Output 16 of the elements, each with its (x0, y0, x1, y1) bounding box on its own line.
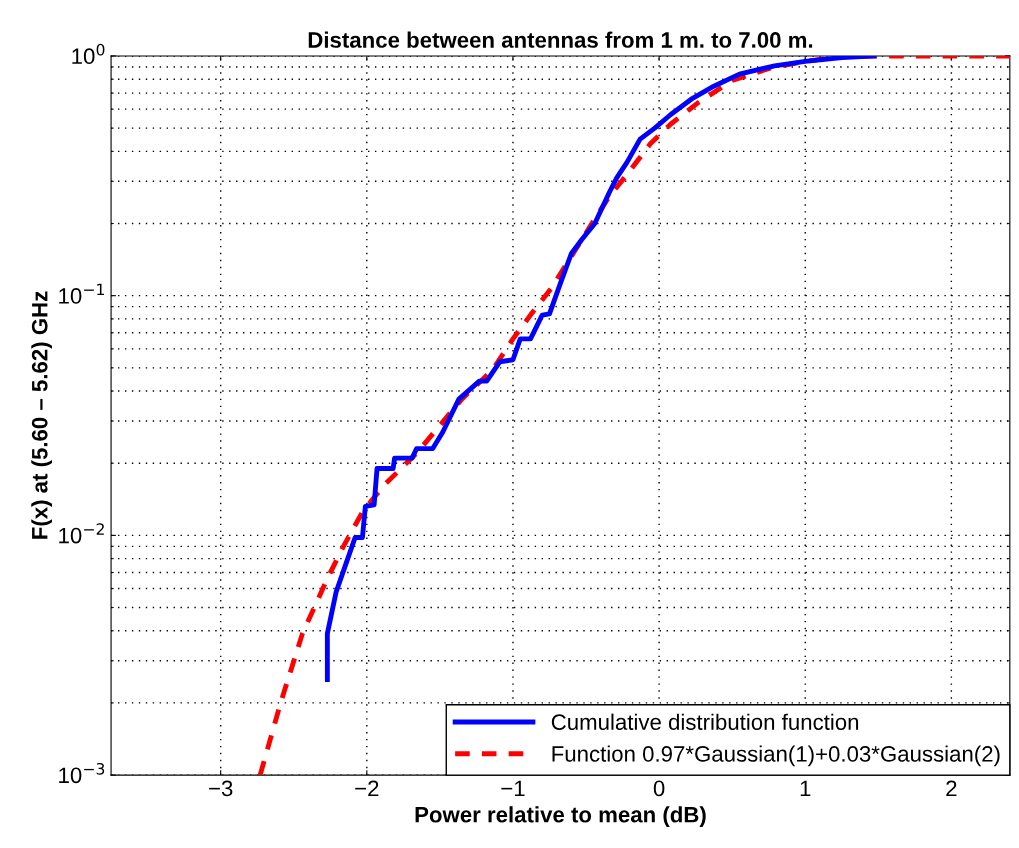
x-tick-label: 0 (653, 780, 665, 797)
x-tick-label: 2 (946, 780, 957, 797)
x-tick-label: −2 (355, 780, 379, 797)
y-tick-label: 10$^{−3}$ (59, 762, 105, 784)
x-axis-title: Power relative to mean (dB) (415, 806, 706, 827)
chart-title: Distance between antennas from 1 m. to 7.00 m. (308, 31, 813, 48)
y-tick-label: 10$^{−2}$ (59, 523, 104, 544)
y-tick-label: 10$^{0}$ (72, 43, 105, 65)
legend-label: Cumulative distribution function (551, 713, 859, 730)
legend-label: Function 0.97*Gaussian(1)+0.03*Gaussian(2) (552, 745, 1000, 767)
y-axis-title: F(x) at (5.60 – 5.62) GHz (31, 291, 52, 539)
x-tick-label: −1 (501, 780, 525, 797)
line-series (324, 55, 877, 683)
x-tick-label: −3 (209, 780, 233, 797)
x-tick-label: 1 (800, 780, 811, 797)
y-tick-label: 10$^{−1}$ (59, 283, 104, 304)
